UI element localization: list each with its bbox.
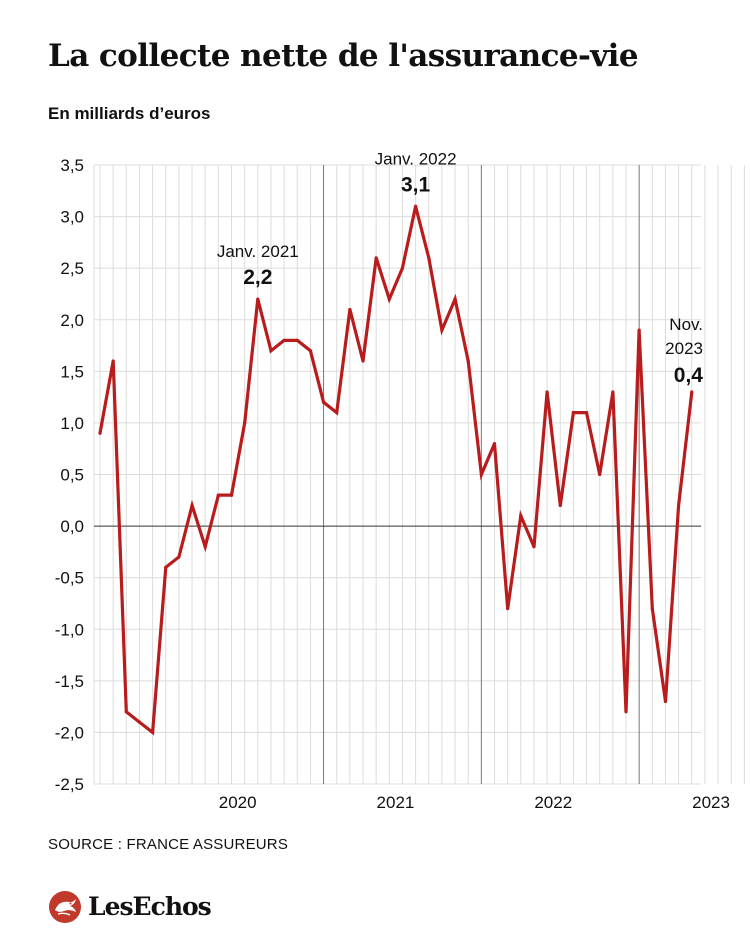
y-tick-label: -2,0 — [55, 723, 84, 742]
line-chart: -2,5 -2,0 -1,5 -1,0 -0,5 0,0 0,5 1,0 1,5 2,0 2,5 3,… — [55, 149, 745, 812]
data-point — [229, 493, 234, 497]
les-echos-logo: LesEchos — [48, 889, 212, 925]
annotation-value: 3,1 — [401, 173, 431, 196]
data-point — [335, 411, 339, 415]
annotation-value: 2,2 — [243, 266, 272, 289]
data-point — [506, 607, 510, 611]
y-tick-label: 0,5 — [60, 466, 84, 485]
data-point — [137, 720, 142, 724]
chart-subtitle: En milliards d’euros — [48, 104, 211, 123]
y-tick-label: -0,5 — [55, 569, 84, 588]
data-point — [532, 545, 536, 549]
annotation-label: Janv. 2022 — [375, 149, 457, 168]
annotation-label: Nov. — [669, 315, 703, 334]
y-tick-label: -1,5 — [55, 672, 84, 691]
data-point — [479, 472, 483, 477]
data-point — [282, 338, 286, 342]
y-tick-label: 2,0 — [60, 311, 84, 330]
data-point — [295, 338, 299, 342]
y-tick-label: 0,0 — [60, 517, 84, 536]
data-point — [374, 256, 378, 260]
data-point — [243, 421, 247, 425]
data-point — [203, 545, 207, 549]
data-point — [519, 514, 523, 518]
data-point — [427, 256, 431, 260]
chart-title: La collecte nette de l'assurance-vie — [48, 38, 639, 74]
minor-gridlines — [93, 164, 745, 785]
data-point — [545, 390, 549, 394]
y-tick-label: 1,5 — [60, 362, 84, 381]
les-echos-logo-icon — [49, 891, 81, 923]
data-point — [164, 565, 168, 569]
data-point — [400, 266, 405, 270]
data-point — [558, 503, 562, 508]
y-tick-label: 3,5 — [60, 156, 84, 175]
data-point — [308, 349, 312, 353]
data-point — [624, 710, 628, 714]
y-tick-label: 3,0 — [60, 208, 84, 227]
data-point — [650, 607, 654, 611]
x-year-label: 2020 — [219, 793, 257, 812]
data-point — [269, 349, 273, 353]
data-point — [492, 441, 497, 446]
data-point — [111, 359, 115, 363]
annotation-label: Janv. 2021 — [217, 242, 299, 261]
annotations-layer: Janv. 2021 2,2 Janv. 2022 3,1 Nov. 2023 0,4 — [217, 149, 703, 387]
data-point — [190, 503, 194, 508]
y-tick-label: -1,0 — [55, 620, 84, 639]
data-point — [611, 390, 615, 394]
data-point — [453, 297, 457, 301]
data-point — [348, 307, 352, 312]
data-point — [677, 503, 681, 508]
data-point — [321, 400, 326, 404]
data-point — [440, 328, 444, 332]
logo-text: LesEchos — [88, 892, 212, 921]
y-tick-label: 2,5 — [60, 259, 84, 278]
data-point — [256, 297, 260, 301]
data-point — [361, 359, 365, 363]
x-year-label: 2023 — [692, 793, 730, 812]
data-point — [584, 411, 589, 415]
data-point — [466, 359, 470, 363]
data-point — [387, 297, 391, 301]
data-point — [151, 730, 155, 735]
y-axis-ticks: -2,5 -2,0 -1,5 -1,0 -0,5 0,0 0,5 1,0 1,5 2,0 2,5 3,… — [55, 156, 84, 794]
data-point — [571, 411, 576, 415]
data-point — [690, 390, 694, 394]
series-line — [98, 205, 694, 736]
data-point — [598, 472, 602, 477]
y-tick-label: 1,0 — [60, 414, 84, 433]
y-tick-label: -2,5 — [55, 775, 84, 794]
x-axis-year-labels: 2020 2021 2022 2023 — [219, 793, 730, 812]
data-point — [98, 431, 102, 435]
annotation-label: 2023 — [665, 339, 703, 358]
data-point — [216, 493, 220, 497]
x-year-label: 2021 — [377, 793, 415, 812]
data-point — [637, 328, 641, 332]
annotation-value: 0,4 — [674, 364, 704, 387]
data-point — [124, 710, 128, 714]
source-note: SOURCE : FRANCE ASSUREURS — [48, 836, 289, 853]
x-year-label: 2022 — [534, 793, 572, 812]
data-point — [177, 555, 181, 559]
data-point — [414, 204, 418, 208]
data-point — [663, 699, 668, 704]
series-layer — [98, 204, 694, 736]
